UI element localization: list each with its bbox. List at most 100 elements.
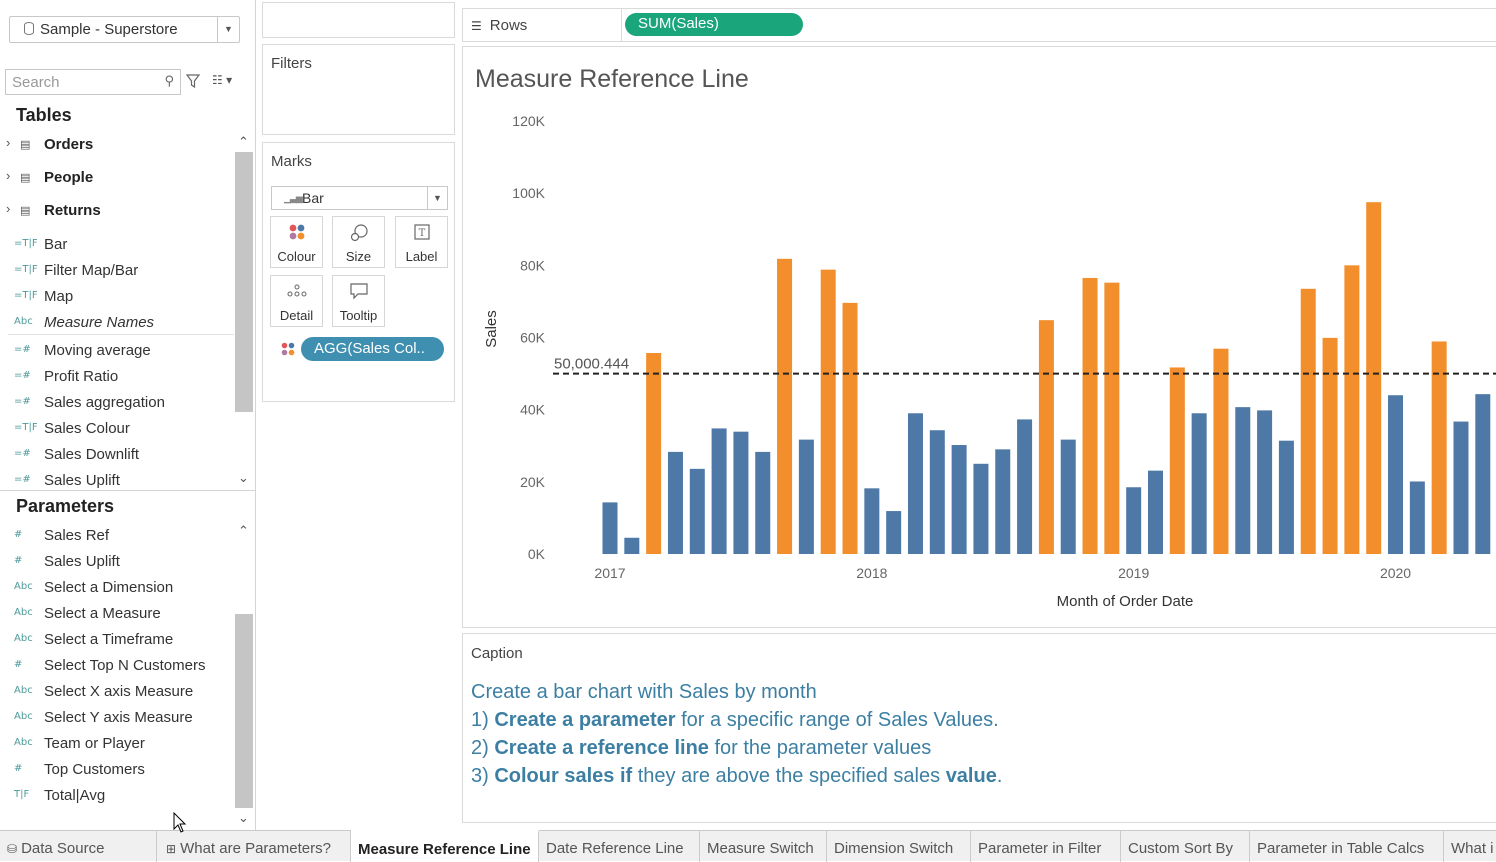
table-item-people[interactable]: › ▤ People (0, 167, 232, 191)
bar[interactable] (951, 445, 967, 554)
bar[interactable] (1431, 341, 1447, 554)
tab-measure-reference-line[interactable]: Measure Reference Line (351, 830, 539, 862)
bar[interactable] (1453, 421, 1469, 554)
bar[interactable] (1366, 202, 1382, 554)
bar[interactable] (1104, 282, 1120, 554)
tables-scrollbar-thumb[interactable] (235, 152, 253, 412)
filter-icon[interactable] (186, 74, 200, 88)
filters-card[interactable]: Filters (262, 44, 455, 135)
parameters-scrollbar-thumb[interactable] (235, 614, 253, 808)
bar[interactable] (1213, 348, 1229, 554)
parameter-item[interactable]: # Sales Ref (0, 525, 232, 549)
bar[interactable] (973, 463, 989, 554)
bar[interactable] (929, 430, 945, 554)
search-input[interactable]: Search ⚲ (5, 69, 181, 95)
detail-button[interactable]: Detail (270, 275, 323, 327)
size-button[interactable]: Size (332, 216, 385, 268)
parameter-item[interactable]: # Sales Uplift (0, 551, 232, 575)
field-item[interactable]: =# Profit Ratio (0, 366, 232, 390)
bar[interactable] (1278, 440, 1294, 554)
expand-icon[interactable]: › (6, 168, 11, 183)
colour-button[interactable]: Colour (270, 216, 323, 268)
scroll-up-icon[interactable]: ⌃ (238, 523, 249, 538)
rows-shelf[interactable]: ☰ Rows SUM(Sales) (462, 8, 1496, 42)
tab-dimension-switch[interactable]: Dimension Switch (827, 831, 971, 862)
parameter-item[interactable]: Abc Select a Timeframe (0, 629, 232, 653)
sum-sales-pill[interactable]: SUM(Sales) (625, 13, 803, 36)
bar[interactable] (820, 269, 836, 554)
chevron-down-icon[interactable]: ▼ (217, 17, 239, 42)
bar[interactable] (1126, 487, 1142, 554)
table-item-orders[interactable]: › ▤ Orders (0, 134, 232, 158)
parameter-item[interactable]: Abc Select a Measure (0, 603, 232, 627)
bar[interactable] (1038, 320, 1054, 554)
pages-card[interactable] (262, 2, 455, 38)
scroll-up-icon[interactable]: ⌃ (238, 134, 249, 149)
datasource-select[interactable]: Sample - Superstore ▼ (9, 16, 240, 43)
mark-type-select[interactable]: ▁▃▅ Bar ▼ (271, 186, 448, 210)
bar[interactable] (624, 537, 640, 554)
bar[interactable] (1300, 288, 1316, 554)
bar[interactable] (1344, 265, 1360, 554)
parameter-item[interactable]: T|F Total|Avg (0, 785, 232, 809)
field-item[interactable]: =T|F Map (0, 286, 232, 310)
field-item[interactable]: =# Sales Downlift (0, 444, 232, 468)
bar[interactable] (1148, 470, 1163, 554)
tab-parameter-in-table-calcs[interactable]: Parameter in Table Calcs (1250, 831, 1444, 862)
chevron-down-icon[interactable]: ▼ (427, 187, 447, 209)
field-item[interactable]: =T|F Filter Map/Bar (0, 260, 232, 284)
bar[interactable] (733, 431, 749, 554)
parameter-item[interactable]: # Top Customers (0, 759, 232, 783)
bar[interactable] (798, 439, 814, 554)
tab-parameter-in-filter[interactable]: Parameter in Filter (971, 831, 1121, 862)
view-options-icon[interactable]: ☷ ▾ (212, 73, 233, 87)
parameter-item[interactable]: Abc Select X axis Measure (0, 681, 232, 705)
tab-data-source[interactable]: ⛁ Data Source (0, 831, 157, 862)
bar[interactable] (907, 413, 923, 554)
bar[interactable] (1322, 337, 1338, 554)
tab-date-reference-line[interactable]: Date Reference Line (539, 831, 700, 862)
bar[interactable] (646, 353, 662, 554)
field-item[interactable]: =T|F Bar (0, 234, 232, 258)
bar[interactable] (689, 468, 705, 554)
bar[interactable] (1017, 419, 1033, 554)
table-item-returns[interactable]: › ▤ Returns (0, 200, 232, 224)
bar[interactable] (1257, 410, 1273, 554)
bar[interactable] (864, 488, 880, 554)
tab-measure-switch[interactable]: Measure Switch (700, 831, 827, 862)
tab-what-are-parameters[interactable]: ⊞ What are Parameters? (157, 831, 351, 862)
parameter-item[interactable]: # Select Top N Customers (0, 655, 232, 679)
bar[interactable] (842, 302, 858, 554)
colour-field-pill[interactable]: AGG(Sales Col.. (301, 337, 444, 361)
bar[interactable] (667, 451, 683, 554)
bar[interactable] (602, 502, 618, 554)
bar[interactable] (711, 428, 727, 554)
tab-what-i[interactable]: What i (1451, 840, 1494, 857)
bar[interactable] (777, 258, 793, 554)
field-item[interactable]: =# Moving average (0, 340, 232, 364)
bar[interactable] (1169, 367, 1185, 554)
parameter-item[interactable]: Abc Team or Player (0, 733, 232, 757)
bar[interactable] (1082, 277, 1098, 554)
bar[interactable] (1475, 394, 1491, 554)
label-button[interactable]: T Label (395, 216, 448, 268)
bar[interactable] (1060, 439, 1076, 554)
bar[interactable] (1191, 413, 1207, 554)
bar[interactable] (1388, 395, 1404, 554)
tooltip-button[interactable]: Tooltip (332, 275, 385, 327)
bar[interactable] (1235, 407, 1251, 554)
field-item[interactable]: =# Sales Uplift (0, 470, 232, 494)
expand-icon[interactable]: › (6, 201, 11, 216)
field-item[interactable]: =# Sales aggregation (0, 392, 232, 416)
parameter-item[interactable]: Abc Select a Dimension (0, 577, 232, 601)
scroll-down-icon[interactable]: ⌄ (238, 810, 249, 825)
expand-icon[interactable]: › (6, 135, 11, 150)
bar[interactable] (1409, 481, 1425, 554)
bar[interactable] (886, 511, 902, 554)
tab-custom-sort-by[interactable]: Custom Sort By (1121, 831, 1250, 862)
field-item[interactable]: Abc Measure Names (0, 312, 232, 336)
bar[interactable] (755, 451, 771, 554)
scroll-down-icon[interactable]: ⌄ (238, 470, 249, 485)
bar[interactable] (995, 449, 1011, 554)
parameter-item[interactable]: Abc Select Y axis Measure (0, 707, 232, 731)
